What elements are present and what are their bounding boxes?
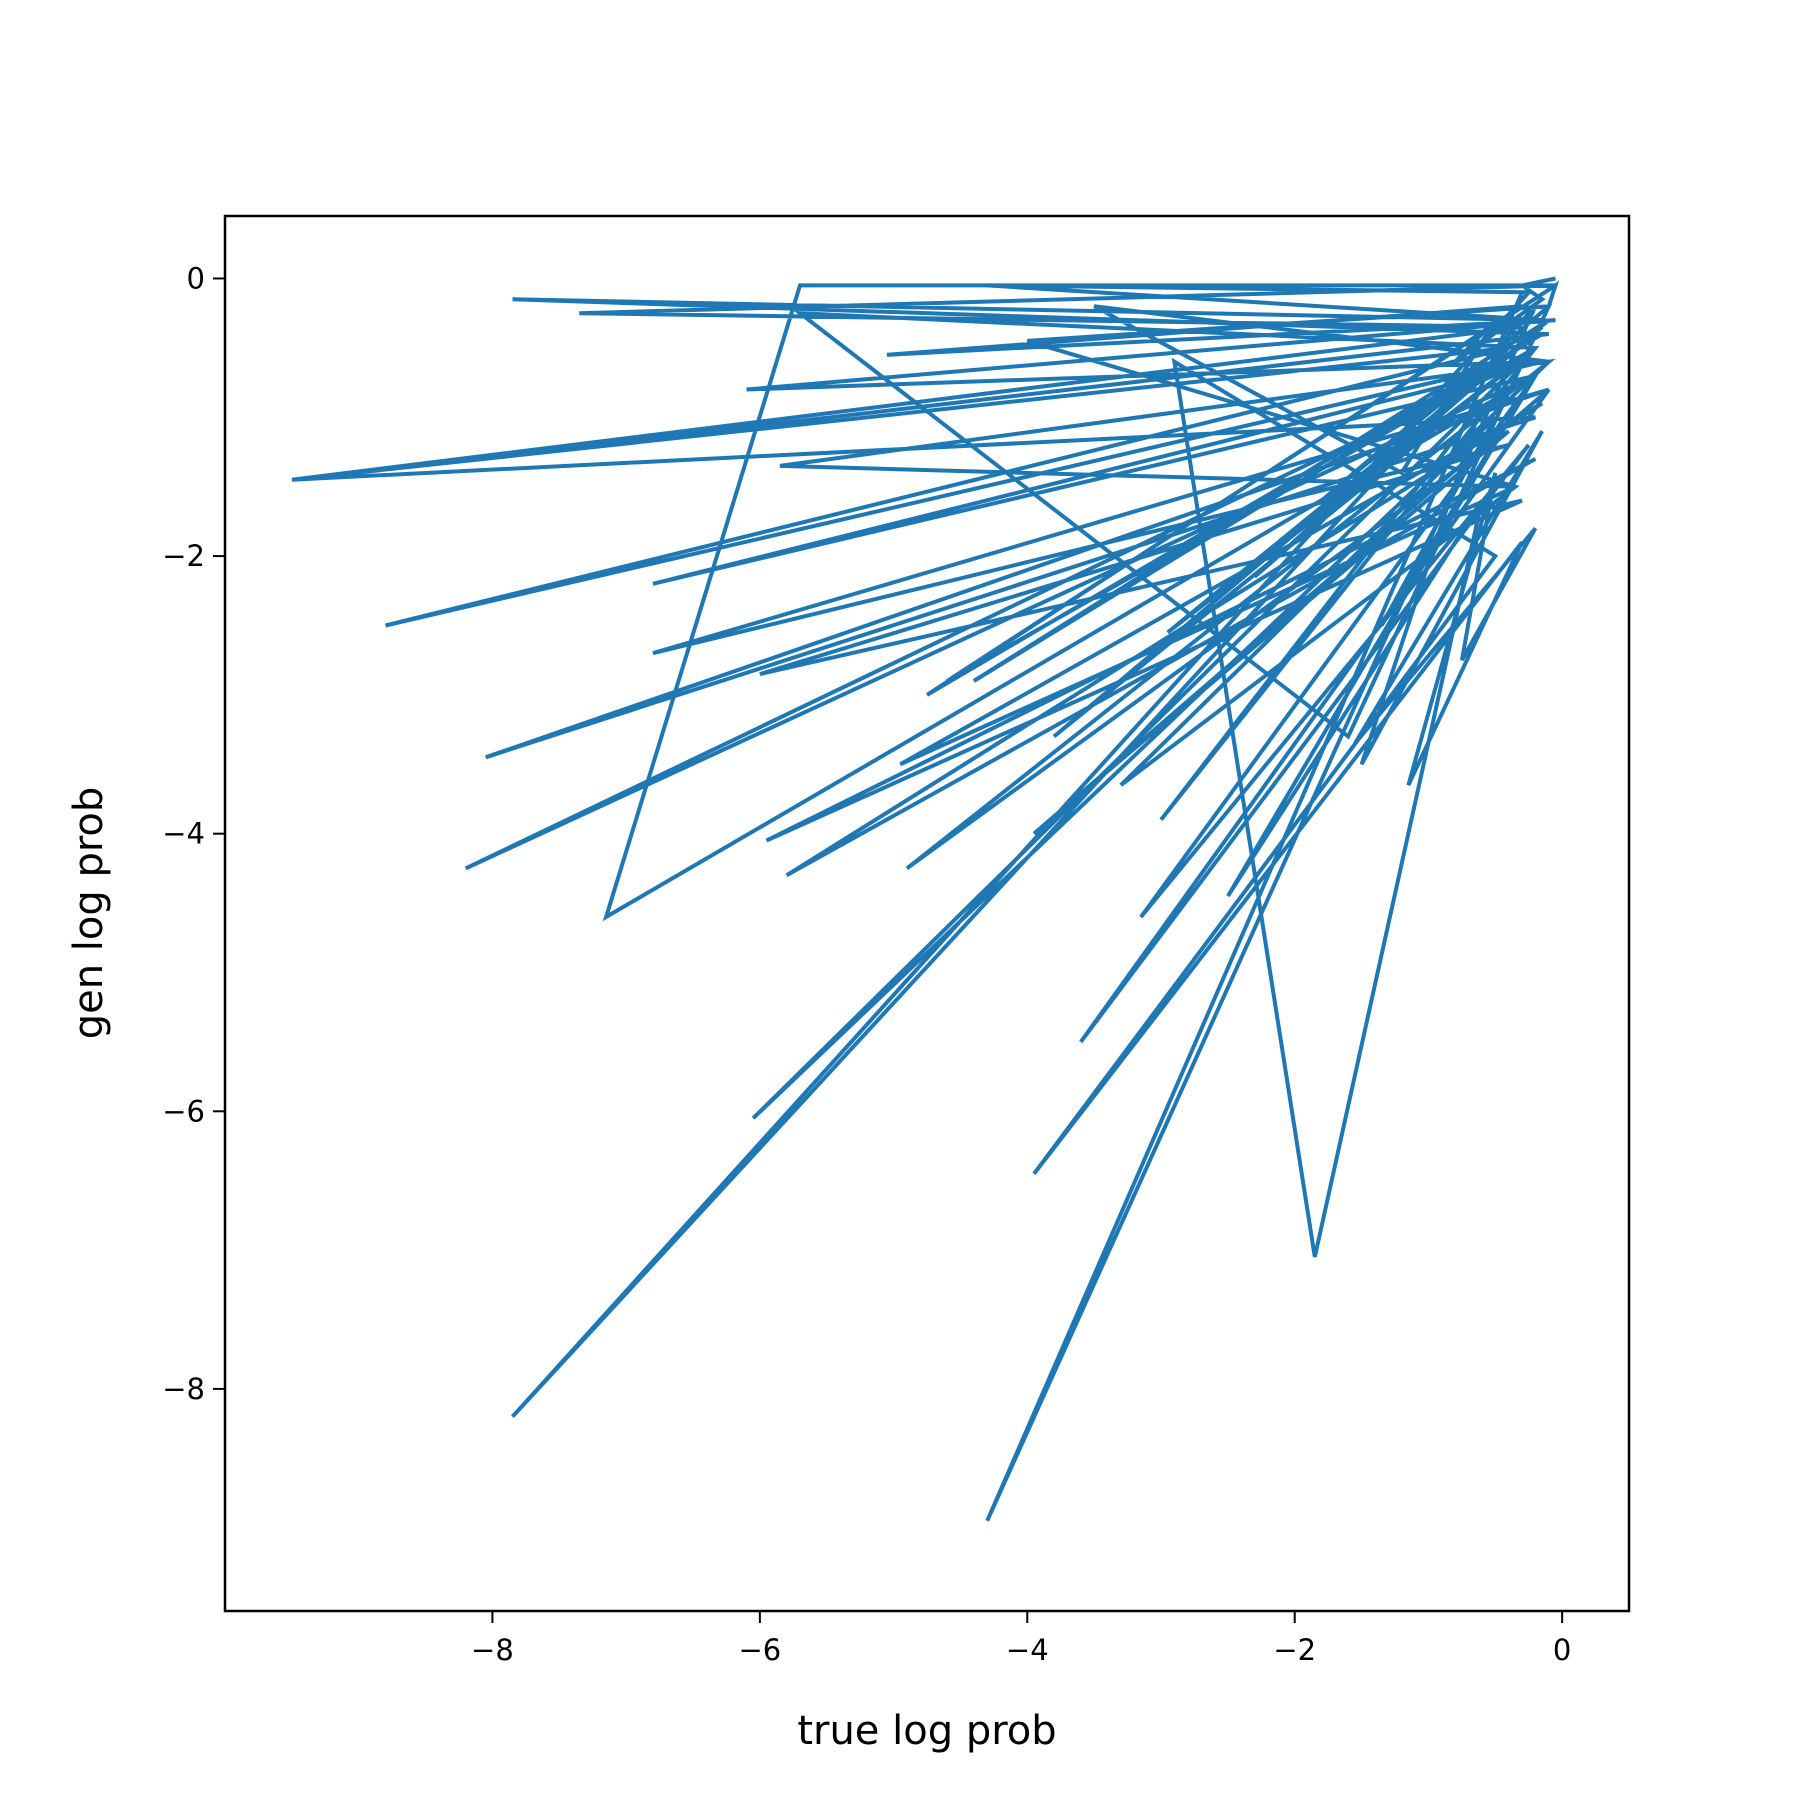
plot-frame: [223, 214, 1631, 1613]
x-tick-label: −2: [1273, 1633, 1316, 1667]
plot-background: [225, 216, 1629, 1611]
y-tick-label: 0: [187, 261, 205, 295]
y-tick-label: −8: [162, 1372, 205, 1406]
x-tick-label: −8: [471, 1633, 514, 1667]
x-axis-ticks: −8 −6 −4 −2 0: [471, 1611, 1571, 1667]
series-line-0: [291, 276, 1560, 1522]
y-tick-label: −4: [162, 817, 205, 851]
y-tick-label: −6: [162, 1094, 205, 1128]
y-axis-ticks: 0 −2 −4 −6 −8: [162, 261, 225, 1406]
x-axis-label: true log prob: [797, 1708, 1056, 1754]
y-tick-label: −2: [162, 539, 205, 573]
y-axis-label: gen log prob: [66, 787, 112, 1040]
series-layer: [291, 276, 1560, 1522]
x-tick-label: −6: [738, 1633, 781, 1667]
x-tick-label: 0: [1553, 1633, 1571, 1667]
x-tick-label: −4: [1006, 1633, 1049, 1667]
